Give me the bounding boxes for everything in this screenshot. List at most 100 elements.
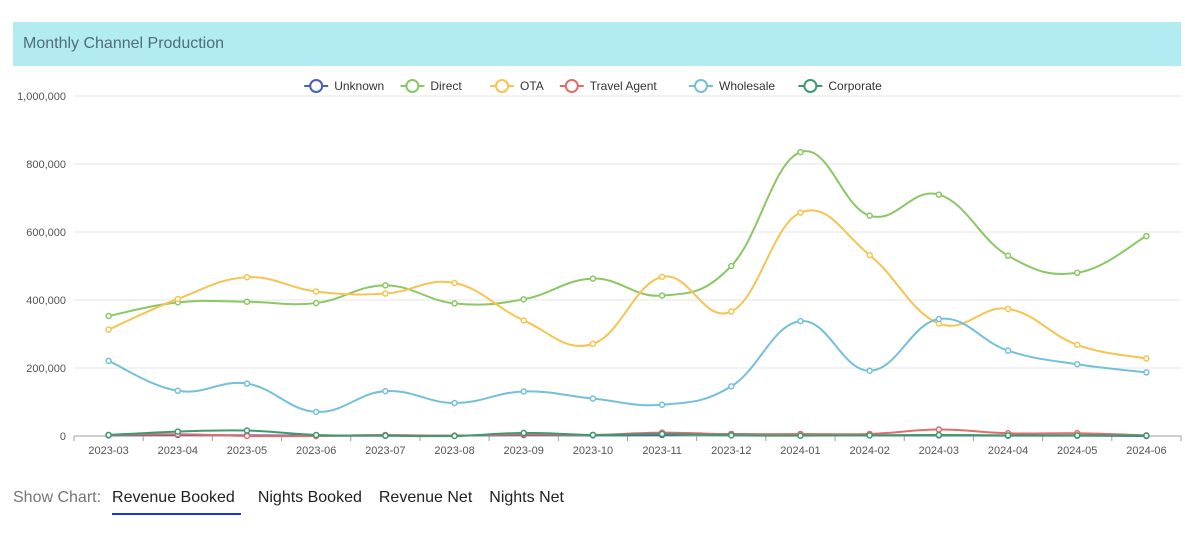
x-tick-label: 2023-11 (642, 445, 682, 457)
x-tick-label: 2023-07 (365, 445, 405, 457)
data-point (174, 387, 182, 395)
series-line-wholesale (108, 317, 1147, 413)
data-point (658, 292, 666, 299)
data-point (174, 428, 182, 435)
tab-nights-booked[interactable]: Nights Booked (257, 489, 362, 506)
y-tick-label: 0 (60, 431, 66, 443)
series-line-ota (108, 209, 1147, 360)
data-point (312, 288, 320, 295)
data-point (243, 273, 251, 281)
data-point (105, 431, 112, 439)
data-point (451, 279, 458, 287)
data-point (105, 357, 112, 365)
data-point (797, 209, 804, 216)
data-point (728, 432, 735, 439)
data-point (1004, 305, 1012, 313)
data-point (105, 326, 112, 333)
legend-label: OTA (520, 79, 544, 93)
legend-circle-marker (803, 79, 818, 93)
tab-revenue-net[interactable]: Revenue Net (378, 489, 473, 506)
legend-circle-marker (405, 79, 420, 93)
x-tick-label: 2023-06 (296, 445, 336, 457)
chart-panel-header: Monthly Channel Production (13, 22, 1181, 66)
data-point (728, 383, 735, 390)
data-point (866, 367, 873, 374)
x-tick-label: 2023-04 (158, 445, 198, 457)
data-point (382, 290, 389, 297)
x-tick-label: 2023-05 (227, 445, 267, 457)
data-point (935, 315, 943, 323)
data-point (797, 148, 804, 156)
data-point (589, 395, 597, 402)
data-point (1004, 347, 1012, 354)
x-tick-label: 2024-01 (780, 445, 820, 457)
data-point (935, 431, 943, 439)
y-tick-label: 400,000 (26, 295, 66, 307)
data-point (520, 296, 527, 303)
x-tick-label: 2023-10 (573, 445, 613, 457)
data-point (1143, 369, 1150, 376)
x-tick-label: 2024-02 (849, 445, 889, 457)
data-point (797, 317, 804, 325)
data-point (866, 212, 873, 219)
data-point (1073, 341, 1081, 349)
data-point (382, 432, 389, 439)
data-point (174, 295, 182, 303)
data-point (658, 430, 666, 438)
legend-label: Direct (430, 79, 462, 93)
legend-circle-marker (309, 79, 324, 93)
data-point (1073, 361, 1081, 368)
legend-circle-marker (495, 79, 509, 93)
data-point (1143, 232, 1150, 240)
data-point (866, 251, 873, 259)
data-point (935, 191, 943, 198)
data-point (451, 432, 458, 440)
data-point (1143, 432, 1150, 439)
data-point (243, 298, 251, 305)
panel-title: Monthly Channel Production (23, 35, 225, 52)
legend-label: Wholesale (719, 79, 775, 93)
legend-label: Unknown (334, 79, 384, 93)
line-chart: 0 200,000 400,000 600,000 800,000 1,000,000 20… (17, 79, 1182, 457)
data-point (520, 317, 527, 324)
tab-nights-net[interactable]: Nights Net (489, 489, 564, 506)
data-point (728, 308, 735, 315)
legend-label: Travel Agent (590, 79, 658, 93)
data-point (589, 431, 597, 439)
x-tick-label: 2024-05 (1057, 445, 1097, 457)
data-point (589, 340, 597, 348)
data-point (520, 429, 527, 437)
series-line-corporate (108, 429, 1147, 438)
data-point (658, 401, 666, 408)
data-point (312, 431, 320, 439)
x-tick-label: 2023-12 (711, 445, 751, 457)
legend-circle-marker (564, 79, 579, 93)
data-point (243, 427, 251, 434)
x-tick-label: 2024-06 (1126, 445, 1166, 457)
data-point (797, 432, 804, 439)
data-point (589, 275, 597, 282)
chart-selector: Show Chart: Revenue Booked Nights Booked… (13, 486, 581, 516)
data-point (451, 300, 458, 307)
data-point (312, 408, 320, 416)
data-point (1004, 252, 1012, 260)
data-point (243, 380, 251, 387)
x-tick-label: 2024-03 (919, 445, 959, 457)
x-tick-label: 2023-08 (434, 445, 474, 457)
show-chart-label: Show Chart: (13, 489, 102, 506)
data-point (451, 399, 458, 407)
legend-label: Corporate (828, 79, 882, 93)
data-point (935, 426, 943, 433)
data-point (312, 299, 320, 307)
y-tick-label: 1,000,000 (17, 91, 66, 103)
data-point (866, 432, 873, 439)
data-point (1004, 432, 1012, 439)
data-point (1143, 355, 1150, 362)
data-point (658, 273, 666, 281)
data-point (243, 432, 251, 440)
series-line-direct (108, 150, 1147, 317)
x-tick-label: 2023-09 (504, 445, 544, 457)
y-tick-label: 800,000 (26, 159, 66, 171)
tab-revenue-booked[interactable]: Revenue Booked (112, 486, 241, 515)
data-point (1073, 432, 1081, 439)
